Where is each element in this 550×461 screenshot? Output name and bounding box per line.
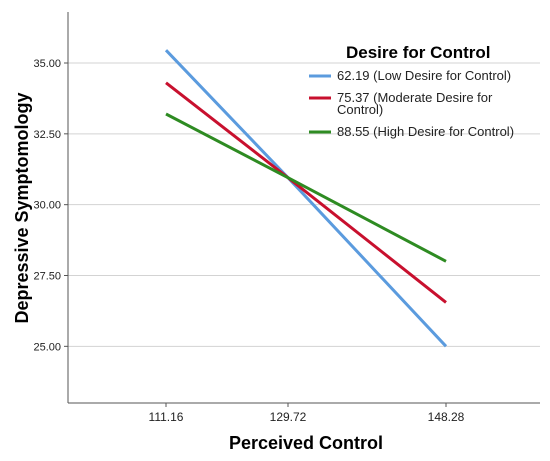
y-tick-label: 32.50 [33,129,61,141]
y-tick-label: 25.00 [33,341,61,353]
legend-label-1: 75.37 (Moderate Desire for [337,90,493,105]
y-tick-label: 30.00 [33,200,61,212]
series-lines [164,49,448,348]
x-tick-label: 129.72 [270,410,307,424]
x-axis-ticks: 111.16 129.72 148.28 [149,403,465,424]
gridlines [68,62,540,347]
legend: Desire for Control 62.19 (Low Desire for… [309,43,514,139]
series-line-2 [165,112,447,263]
legend-title: Desire for Control [346,43,491,62]
legend-label-0: 62.19 (Low Desire for Control) [337,68,511,83]
x-axis-title: Perceived Control [229,433,383,453]
y-axis-ticks: 25.00 27.50 30.00 32.50 35.00 [33,58,68,353]
series-line-1 [165,81,447,304]
y-tick-label: 35.00 [33,58,61,70]
x-tick-label: 148.28 [428,410,465,424]
y-axis-title: Depressive Symptomology [12,92,32,323]
axes [67,12,540,404]
x-tick-label: 111.16 [149,410,184,424]
legend-label-2: 88.55 (High Desire for Control) [337,124,514,139]
legend-label-1: Control) [337,102,383,117]
y-tick-label: 27.50 [33,271,61,283]
